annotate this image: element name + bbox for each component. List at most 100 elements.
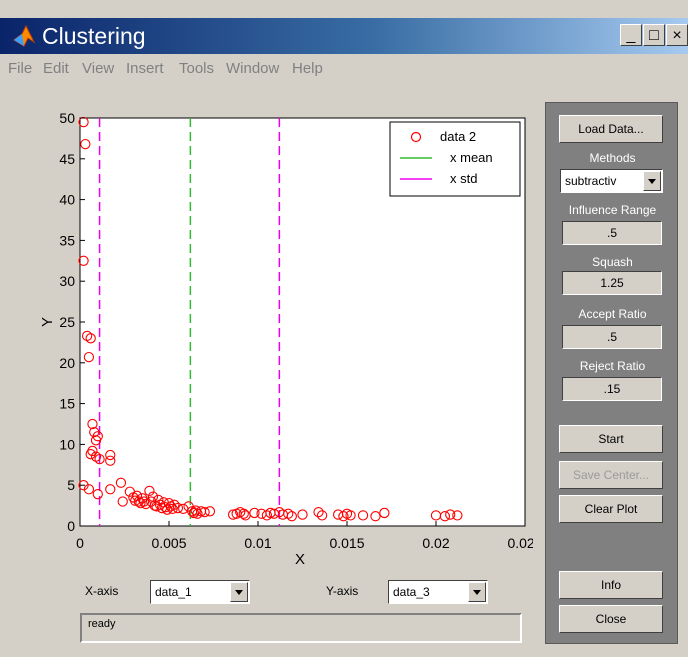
close-button[interactable]: Close [559, 605, 663, 633]
data-point [144, 485, 155, 497]
maximize-button[interactable]: □ [643, 24, 665, 46]
menu-bar: File Edit View Insert Tools Window Help [0, 54, 688, 84]
x-tick-label: 0.025 [507, 535, 533, 551]
methods-select-value: subtractiv [565, 174, 617, 188]
legend-marker-data [410, 131, 422, 143]
data-point [94, 453, 105, 465]
y-tick-label: 10 [59, 436, 75, 452]
y-tick-label: 0 [67, 518, 75, 534]
data-point [105, 455, 116, 466]
menu-file[interactable]: File [8, 60, 33, 77]
reject-ratio-field[interactable]: .15 [562, 377, 662, 401]
reject-ratio-label: Reject Ratio [579, 359, 646, 373]
menu-tools[interactable]: Tools [179, 60, 215, 77]
legend[interactable]: data 2 x mean x std [389, 121, 521, 197]
data-point [379, 507, 390, 519]
load-data-button[interactable]: Load Data... [559, 115, 663, 143]
data-point [286, 511, 297, 522]
y-axis-select-value: data_3 [393, 585, 430, 599]
y-tick-label: 35 [59, 232, 75, 248]
x-tick-label: 0 [76, 535, 84, 551]
data-point [81, 330, 93, 342]
data-point [261, 510, 273, 521]
status-text: ready [88, 618, 116, 630]
menu-insert[interactable]: Insert [126, 60, 164, 77]
x-tick-label: 0.015 [329, 535, 364, 551]
x-tick-label: 0.02 [422, 535, 449, 551]
data-point [188, 507, 200, 519]
y-tick-label: 25 [59, 314, 75, 330]
y-tick-label: 40 [59, 192, 75, 208]
data-point [204, 506, 216, 517]
data-point [345, 510, 356, 521]
data-point [162, 504, 173, 515]
data-point [338, 511, 349, 522]
data-point [105, 484, 116, 495]
data-point [313, 506, 324, 518]
x-axis-select-label: X-axis [85, 584, 119, 598]
accept-ratio-field[interactable]: .5 [562, 325, 662, 349]
menu-edit[interactable]: Edit [43, 60, 69, 77]
x-axis-label: X [295, 551, 305, 568]
data-point [90, 435, 102, 446]
methods-select[interactable]: subtractiv [560, 169, 663, 193]
chevron-down-icon[interactable] [230, 582, 248, 602]
data-point [117, 496, 128, 507]
matlab-icon [13, 24, 36, 47]
data-point [83, 351, 95, 363]
scatter-plot: 0 0.005 0.01 0.015 0.02 0.025 0 5 10 15 20 25 30 35 4… [39, 110, 543, 568]
menu-window[interactable]: Window [226, 60, 280, 77]
start-button[interactable]: Start [559, 425, 663, 453]
data-points [78, 116, 463, 522]
data-point [370, 511, 381, 522]
y-tick-labels: 0 5 10 15 20 25 30 35 40 45 50 [59, 110, 85, 534]
data-point [92, 489, 103, 500]
influence-range-field[interactable]: .5 [562, 221, 662, 245]
data-point [199, 506, 210, 518]
data-point [87, 418, 98, 430]
std-lines [98, 118, 281, 526]
methods-label: Methods [589, 151, 636, 165]
data-point [238, 508, 249, 519]
status-box: ready [80, 613, 522, 643]
close-window-button[interactable]: × [666, 24, 688, 46]
data-point [80, 138, 91, 150]
plot-panel: 0 0.005 0.01 0.015 0.02 0.025 0 5 10 15 20 25 30 35 4… [12, 90, 543, 642]
data-point [357, 510, 369, 521]
menu-help[interactable]: Help [292, 60, 323, 77]
y-tick-label: 15 [59, 396, 75, 412]
data-point [105, 449, 116, 461]
data-point [445, 509, 456, 520]
y-tick-label: 50 [59, 110, 75, 126]
y-tick-label: 45 [59, 151, 75, 167]
window-title: Clustering [42, 23, 146, 49]
x-axis-select-value: data_1 [155, 585, 192, 599]
info-button[interactable]: Info [559, 571, 663, 599]
x-tick-label: 0.005 [151, 535, 186, 551]
y-tick-label: 30 [59, 273, 75, 289]
minimize-icon: _ [626, 27, 636, 44]
data-point [90, 451, 102, 462]
close-icon: × [672, 27, 682, 44]
chevron-down-icon[interactable] [468, 582, 486, 602]
clear-plot-button[interactable]: Clear Plot [559, 495, 663, 523]
accept-ratio-label: Accept Ratio [578, 307, 647, 321]
data-point [85, 333, 96, 344]
minimize-button[interactable]: _ [620, 24, 642, 46]
squash-label: Squash [592, 255, 633, 269]
chevron-down-icon[interactable] [643, 171, 661, 191]
data-point [85, 449, 96, 460]
save-center-button[interactable]: Save Center... [559, 461, 663, 489]
squash-field[interactable]: 1.25 [562, 271, 662, 295]
data-point [227, 509, 239, 520]
title-bar: Clustering _ □ × [0, 18, 688, 54]
y-axis-select[interactable]: data_3 [388, 580, 488, 604]
data-point [149, 500, 160, 511]
menu-view[interactable]: View [82, 60, 115, 77]
x-axis-select[interactable]: data_1 [150, 580, 250, 604]
maximize-icon: □ [649, 27, 659, 44]
data-point [78, 116, 89, 128]
data-point [78, 255, 89, 266]
legend-data-label: data 2 [440, 129, 476, 144]
